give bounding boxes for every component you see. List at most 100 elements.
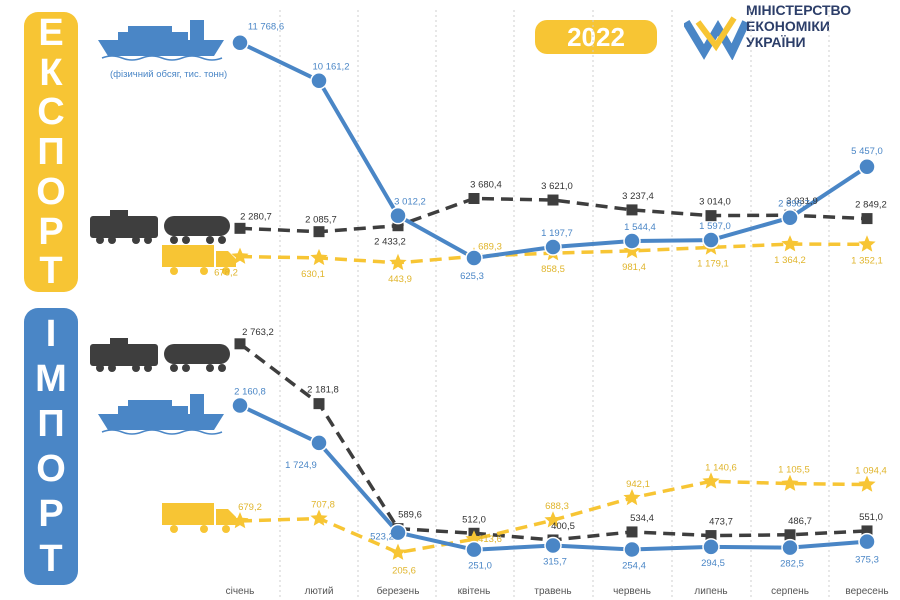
import-rail-value-label: 473,7 (709, 517, 733, 528)
import-rail-point (784, 529, 796, 541)
year-badge: 2022 (535, 20, 657, 54)
truck-icon (162, 245, 236, 275)
import-ship-point (465, 540, 483, 559)
export-ship-point (231, 33, 249, 52)
import-letter: І (45, 313, 57, 355)
export-rail-line (239, 196, 868, 234)
import-ship-point (702, 538, 720, 556)
export-letter: О (36, 170, 66, 213)
export-ship-line (239, 40, 869, 260)
export-letter: С (37, 91, 65, 134)
export-road-point (623, 241, 641, 259)
export-rail-value-label: 3 031,9 (786, 196, 818, 207)
export-road-point (310, 248, 328, 266)
import-letter: Т (39, 538, 63, 580)
import-ship-point (623, 540, 641, 559)
import-rail-point (705, 530, 717, 542)
export-road-value-label: 689,3 (478, 241, 502, 252)
import-rail-value-label: 589,6 (398, 510, 422, 521)
export-rail-point (626, 204, 638, 216)
import-road-point (702, 472, 720, 489)
export-rail-value-label: 3 237,4 (622, 191, 654, 202)
import-rail-point (313, 398, 325, 410)
export-ship-point (544, 238, 562, 256)
import-road-point (858, 475, 876, 492)
import-rail-value-label: 2 763,2 (242, 327, 274, 338)
ministry-logo-icon (684, 16, 750, 60)
import-road-value-label: 413,6 (478, 534, 502, 545)
import-ship-point (310, 434, 328, 452)
export-road-point (781, 235, 799, 252)
ministry-line1: МІНІСТЕРСТВО (746, 2, 852, 18)
export-road-value-label: 443,9 (388, 274, 412, 285)
import-road-value-label: 679,2 (238, 502, 262, 513)
import-rail-point (234, 338, 246, 350)
export-band: Е К С П О Р Т (24, 12, 78, 292)
export-ship-point (781, 208, 799, 227)
import-ship-value-label: 254,4 (622, 560, 646, 571)
export-road-value-label: 858,5 (541, 264, 565, 275)
export-rail-value-label: 3 014,0 (699, 197, 731, 208)
import-rail-value-label: 486,7 (788, 516, 812, 527)
import-rail-value-label: 551,0 (859, 512, 883, 523)
import-road-value-label: 1 094,4 (855, 465, 887, 476)
export-road-value-label: 1 364,2 (774, 255, 806, 266)
import-ship-value-label: 251,0 (468, 561, 492, 572)
export-ship-point (623, 232, 641, 250)
export-road-value-label: 1 179,1 (697, 258, 729, 269)
export-ship-point (858, 158, 876, 176)
import-ship-value-label: 375,3 (855, 555, 879, 566)
export-letter: Т (39, 250, 63, 293)
cargo-ship-icon (98, 394, 224, 435)
import-road-point (781, 474, 799, 491)
import-road-point (231, 512, 249, 529)
month-grid (279, 10, 830, 600)
month-label: травень (534, 586, 571, 597)
export-ship-point (389, 206, 407, 225)
import-letter: О (36, 448, 66, 490)
import-ship-point (781, 538, 799, 557)
import-rail-value-label: 534,4 (630, 513, 654, 524)
export-rail-point (861, 213, 873, 225)
export-ship-value-label: 10 161,2 (313, 62, 350, 73)
import-ship-value-label: 523,2 (370, 532, 394, 543)
export-road-value-label: 1 352,1 (851, 255, 883, 266)
import-road-point (389, 543, 407, 560)
export-letter: П (37, 131, 65, 173)
export-ship-point (310, 71, 328, 90)
import-road-value-label: 1 140,6 (705, 462, 737, 473)
export-ship-value-label: 2 898,7 (778, 199, 810, 210)
import-road-value-label: 942,1 (626, 479, 650, 490)
export-rail-point (234, 222, 246, 234)
truck-icon (162, 503, 236, 533)
export-letter: Е (38, 11, 64, 54)
cargo-ship-icon (98, 20, 224, 61)
import-road-point (544, 511, 562, 528)
export-road-point (389, 253, 407, 271)
export-rail-point (705, 210, 717, 222)
import-ship-point (389, 523, 407, 542)
export-rail-value-label: 3 621,0 (541, 181, 573, 192)
import-road-value-label: 1 105,5 (778, 465, 810, 476)
month-label: серпень (771, 586, 809, 597)
export-rail-point (313, 226, 325, 238)
export-road-value-label: 981,4 (622, 262, 646, 273)
import-ship-point (544, 536, 562, 555)
export-rail-point (468, 193, 480, 205)
import-rail-point (861, 525, 873, 537)
import-road-value-label: 205,6 (392, 566, 416, 577)
import-ship-point (858, 532, 876, 551)
import-band: І М П О Р Т (24, 308, 78, 585)
month-label: липень (694, 586, 727, 597)
export-rail-point (547, 194, 559, 206)
export-letter: Р (38, 210, 64, 253)
month-label: січень (226, 586, 255, 597)
export-road-point (858, 235, 876, 252)
tank-train-icon (90, 338, 230, 372)
import-ship-value-label: 282,5 (780, 559, 804, 570)
import-rail-value-label: 512,0 (462, 514, 486, 525)
import-letter: М (35, 358, 67, 400)
import-rail-point (626, 526, 638, 538)
